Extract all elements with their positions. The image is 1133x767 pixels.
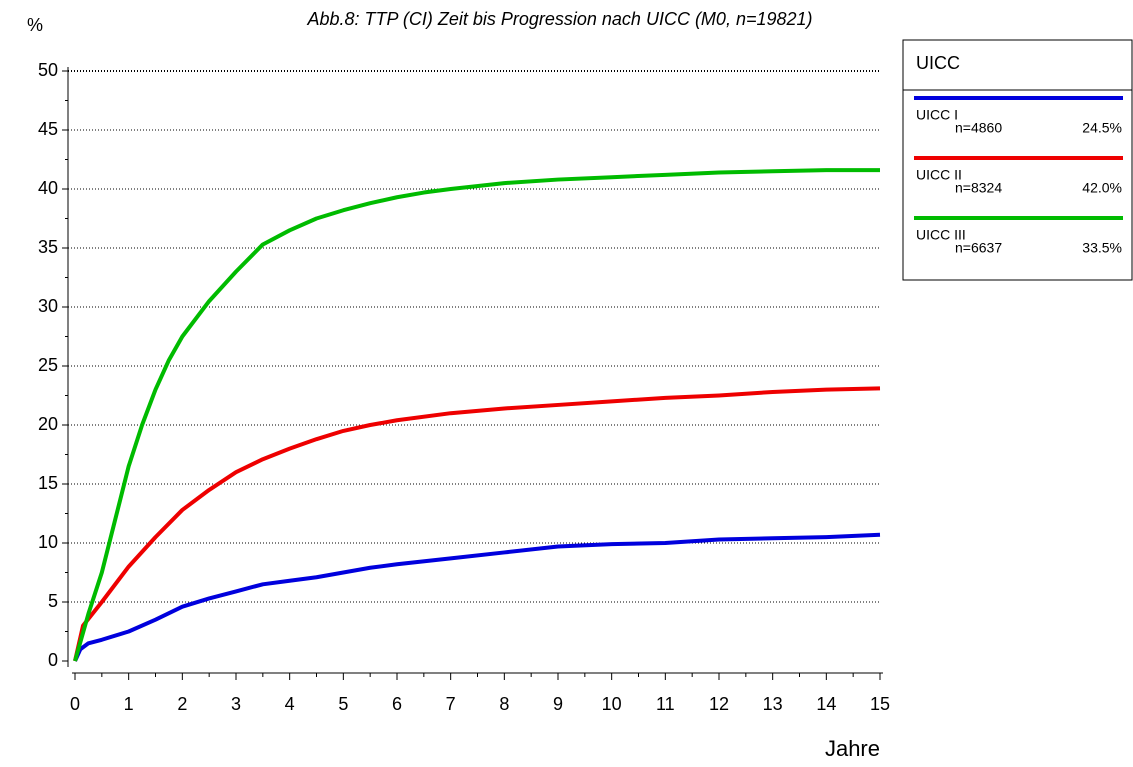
series-line: [73, 168, 880, 662]
y-tick-label: 0: [48, 650, 58, 670]
legend-title: UICC: [916, 53, 960, 73]
y-axis-label: %: [27, 15, 43, 35]
legend-label: UICC II: [916, 167, 962, 183]
legend-box: [902, 39, 1133, 281]
legend-label: UICC III: [916, 227, 966, 243]
x-tick-label: 4: [285, 694, 295, 714]
y-tick-label: 5: [48, 591, 58, 611]
x-tick-label: 9: [553, 694, 563, 714]
legend-count: n=6637: [955, 240, 1002, 256]
y-tick-label: 45: [38, 119, 58, 139]
y-tick-label: 25: [38, 355, 58, 375]
x-axis-label: Jahre: [825, 736, 880, 761]
x-tick-label: 10: [602, 694, 622, 714]
x-tick-label: 6: [392, 694, 402, 714]
x-tick-label: 2: [177, 694, 187, 714]
x-tick-label: 8: [499, 694, 509, 714]
x-tick-label: 3: [231, 694, 241, 714]
legend-share: 42.0%: [1082, 180, 1122, 196]
y-tick-label: 50: [38, 60, 58, 80]
x-tick-label: 5: [338, 694, 348, 714]
y-tick-label: 35: [38, 237, 58, 257]
series-line: [73, 532, 881, 662]
x-tick-label: 0: [70, 694, 80, 714]
y-tick-label: 40: [38, 178, 58, 198]
legend-count: n=8324: [955, 180, 1002, 196]
chart-title: Abb.8: TTP (CI) Zeit bis Progression nac…: [306, 9, 812, 29]
legend-count: n=4860: [955, 120, 1002, 136]
x-tick-label: 15: [870, 694, 890, 714]
x-tick-label: 7: [446, 694, 456, 714]
y-tick-label: 30: [38, 296, 58, 316]
legend-label: UICC I: [916, 107, 958, 123]
x-tick-label: 13: [763, 694, 783, 714]
y-tick-label: 20: [38, 414, 58, 434]
x-tick-label: 11: [656, 694, 675, 714]
legend-share: 33.5%: [1082, 240, 1122, 256]
y-tick-label: 10: [38, 532, 58, 552]
series-line: [73, 386, 881, 662]
x-tick-label: 1: [124, 694, 134, 714]
x-tick-label: 12: [709, 694, 729, 714]
y-tick-label: 15: [38, 473, 58, 493]
legend-share: 24.5%: [1082, 120, 1122, 136]
x-tick-label: 14: [816, 694, 836, 714]
